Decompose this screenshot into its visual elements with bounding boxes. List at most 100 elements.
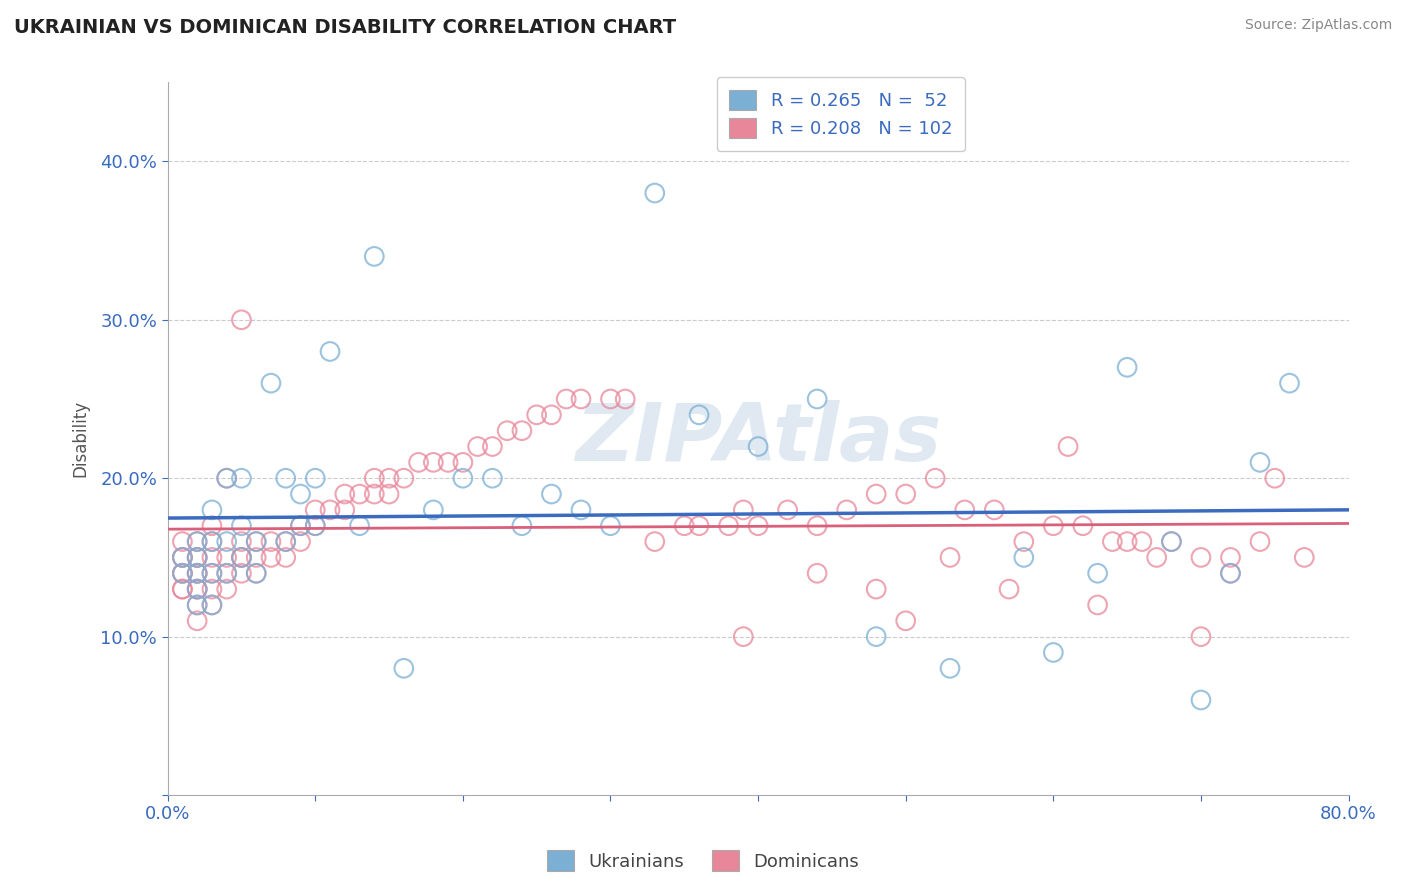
Point (231, 471, 253, 485)
Point (172, 534, 194, 549)
Point (201, 534, 224, 549)
Point (186, 582, 208, 596)
Point (1160, 534, 1182, 549)
Point (319, 344, 342, 359)
Point (231, 550, 253, 565)
Point (673, 518, 696, 533)
Point (378, 471, 401, 485)
Point (569, 503, 592, 517)
Point (378, 487, 401, 501)
Point (186, 550, 208, 565)
Point (939, 550, 962, 565)
Point (231, 313, 253, 327)
Text: Source: ZipAtlas.com: Source: ZipAtlas.com (1244, 18, 1392, 32)
Point (304, 518, 326, 533)
Point (172, 566, 194, 581)
Point (747, 518, 769, 533)
Point (614, 392, 637, 406)
Point (1189, 630, 1212, 644)
Point (231, 534, 253, 549)
Point (186, 566, 208, 581)
Point (349, 487, 371, 501)
Point (333, 487, 356, 501)
Point (1130, 534, 1153, 549)
Point (215, 582, 238, 596)
Point (201, 518, 224, 533)
Point (1160, 534, 1182, 549)
Point (245, 550, 267, 565)
Point (865, 582, 887, 596)
Point (555, 392, 578, 406)
Point (894, 614, 917, 628)
Point (983, 503, 1005, 517)
Point (747, 440, 769, 454)
Point (201, 582, 224, 596)
Point (481, 440, 503, 454)
Point (172, 550, 194, 565)
Point (1087, 566, 1109, 581)
Point (451, 471, 474, 485)
Point (1042, 645, 1064, 659)
Point (540, 408, 562, 422)
Point (172, 550, 194, 565)
Point (186, 582, 208, 596)
Point (510, 518, 533, 533)
Point (688, 518, 710, 533)
Point (172, 550, 194, 565)
Point (201, 566, 224, 581)
Point (733, 630, 755, 644)
Point (1278, 376, 1301, 391)
Point (953, 503, 976, 517)
Point (496, 424, 519, 438)
Point (274, 534, 297, 549)
Point (215, 566, 238, 581)
Point (998, 582, 1021, 596)
Point (1219, 566, 1241, 581)
Point (776, 503, 799, 517)
Point (186, 534, 208, 549)
Point (1116, 534, 1139, 549)
Point (806, 518, 828, 533)
Point (408, 455, 430, 469)
Point (290, 534, 312, 549)
Point (260, 376, 283, 391)
Point (290, 518, 312, 533)
Point (1219, 550, 1241, 565)
Point (186, 582, 208, 596)
Point (186, 566, 208, 581)
Point (924, 471, 946, 485)
Point (274, 534, 297, 549)
Point (304, 471, 326, 485)
Point (349, 518, 371, 533)
Y-axis label: Disability: Disability (72, 400, 89, 477)
Point (215, 566, 238, 581)
Point (1249, 534, 1271, 549)
Point (717, 518, 740, 533)
Text: ZIPAtlas: ZIPAtlas (575, 400, 941, 477)
Point (260, 534, 283, 549)
Point (1189, 693, 1212, 707)
Text: UKRAINIAN VS DOMINICAN DISABILITY CORRELATION CHART: UKRAINIAN VS DOMINICAN DISABILITY CORREL… (14, 18, 676, 37)
Point (215, 471, 238, 485)
Point (304, 518, 326, 533)
Point (215, 471, 238, 485)
Point (1057, 440, 1080, 454)
Point (733, 503, 755, 517)
Point (644, 534, 666, 549)
Point (215, 534, 238, 549)
Point (363, 487, 385, 501)
Point (806, 392, 828, 406)
Point (201, 550, 224, 565)
Point (290, 487, 312, 501)
Point (422, 503, 444, 517)
Point (835, 503, 858, 517)
Point (333, 503, 356, 517)
Point (186, 550, 208, 565)
Point (245, 566, 267, 581)
Point (172, 582, 194, 596)
Point (865, 487, 887, 501)
Legend: Ukrainians, Dominicans: Ukrainians, Dominicans (540, 843, 866, 879)
Point (245, 566, 267, 581)
Point (231, 566, 253, 581)
Point (569, 392, 592, 406)
